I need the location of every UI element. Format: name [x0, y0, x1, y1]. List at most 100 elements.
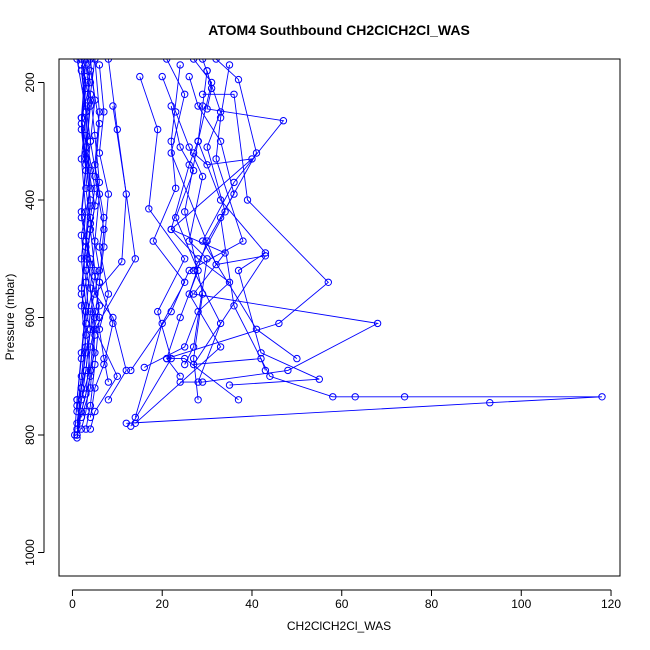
data-point: [95, 190, 104, 198]
data-point: [212, 59, 220, 63]
y-tick-label: 600: [23, 307, 37, 327]
data-point: [181, 354, 189, 363]
data-point: [400, 393, 409, 401]
data-point: [203, 143, 211, 151]
plot-frame: [58, 58, 621, 577]
data-point: [239, 237, 247, 245]
data-point: [86, 425, 95, 433]
data-point: [82, 243, 90, 251]
data-point: [91, 307, 99, 316]
data-point: [131, 419, 140, 427]
data-point: [167, 225, 175, 234]
data-point: [194, 266, 202, 275]
data-point: [329, 393, 337, 401]
y-tick-label: 1000: [23, 539, 37, 566]
series-10: [163, 102, 202, 380]
series-line: [184, 59, 213, 400]
data-point: [77, 425, 86, 433]
data-point: [257, 349, 265, 357]
data-point: [324, 278, 332, 286]
data-point: [86, 366, 95, 375]
data-point: [167, 137, 175, 146]
data-point: [82, 59, 90, 63]
data-point: [122, 190, 131, 198]
data-point: [100, 243, 108, 251]
data-point: [252, 149, 261, 157]
data-point: [77, 208, 86, 216]
data-point: [77, 213, 86, 222]
series-14: [167, 149, 382, 386]
series-line: [80, 59, 100, 418]
series-1: [131, 61, 189, 422]
series-line: [144, 141, 231, 368]
data-point: [189, 59, 198, 63]
data-point: [122, 419, 131, 427]
data-point: [91, 96, 99, 104]
data-point: [185, 266, 193, 275]
data-point: [100, 108, 108, 116]
data-point: [216, 319, 225, 328]
series-31: [73, 67, 95, 439]
data-point: [181, 255, 189, 263]
data-point: [181, 90, 189, 99]
data-point: [198, 102, 207, 110]
data-point: [95, 61, 104, 69]
series-line: [89, 64, 114, 418]
series-29: [86, 61, 117, 422]
series-line: [94, 105, 127, 401]
series-7: [198, 67, 301, 363]
x-tick-label: 80: [425, 597, 439, 611]
data-point: [145, 205, 153, 213]
data-point: [185, 143, 193, 151]
data-point: [181, 208, 189, 216]
data-point: [203, 67, 211, 75]
data-point: [216, 213, 225, 222]
data-point: [163, 354, 171, 363]
series-line: [76, 59, 100, 430]
data-point: [194, 307, 202, 316]
data-point: [82, 331, 90, 339]
data-point: [207, 84, 216, 93]
data-point: [86, 325, 95, 333]
x-tick-label: 60: [335, 597, 349, 611]
data-point: [131, 255, 140, 263]
data-point: [172, 108, 180, 116]
x-tick-label: 40: [245, 597, 259, 611]
data-point: [91, 266, 99, 275]
data-point: [225, 278, 234, 286]
series-line: [76, 64, 96, 424]
data-point: [91, 131, 99, 140]
data-point: [91, 360, 99, 369]
series-line: [94, 59, 109, 383]
data-point: [194, 102, 202, 110]
data-point: [86, 78, 95, 87]
data-point: [100, 225, 108, 234]
data-point: [95, 325, 104, 333]
series-28: [73, 61, 99, 427]
data-point: [194, 396, 202, 404]
series-line: [166, 105, 199, 377]
data-point: [95, 108, 104, 116]
data-point: [86, 184, 95, 193]
series-line: [166, 93, 329, 401]
data-point: [203, 237, 211, 245]
y-tick-label: 800: [23, 425, 37, 445]
data-point: [136, 72, 144, 81]
data-point: [275, 319, 283, 328]
data-point: [77, 290, 86, 298]
data-point: [86, 260, 95, 269]
data-point: [216, 196, 225, 204]
data-point: [140, 363, 149, 372]
series-11: [158, 72, 211, 369]
data-point: [77, 114, 86, 122]
series-16: [140, 137, 234, 372]
data-point: [185, 161, 193, 169]
x-axis: 0 20 40 60 80 100 120: [69, 589, 621, 611]
data-point: [86, 137, 95, 146]
data-point: [109, 102, 117, 110]
data-point: [203, 161, 211, 169]
data-point: [122, 366, 131, 375]
data-point: [86, 401, 95, 410]
data-point: [73, 431, 81, 439]
